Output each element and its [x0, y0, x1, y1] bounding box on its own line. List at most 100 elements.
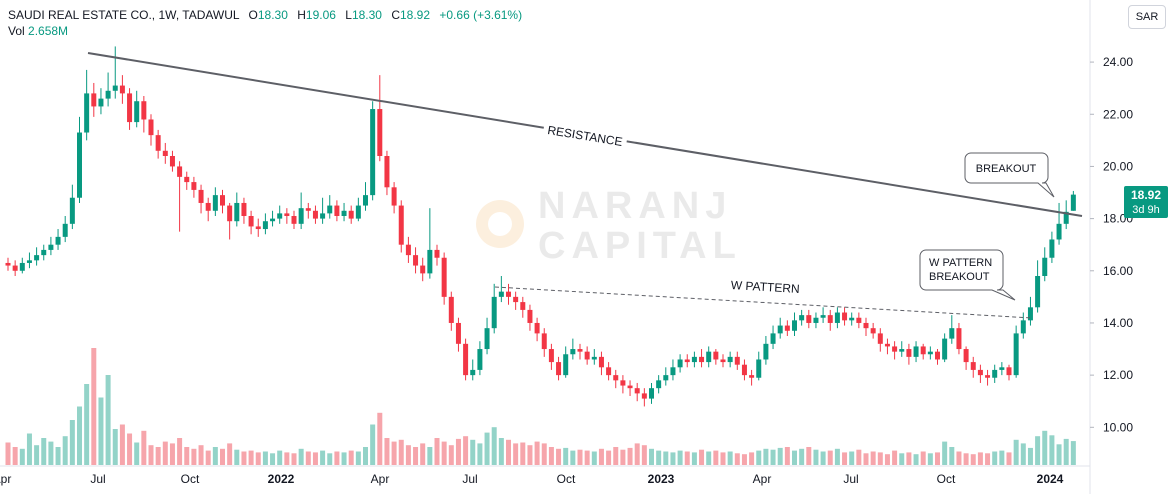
candle-body — [541, 333, 547, 350]
candle-body — [448, 296, 454, 323]
volume-bar — [570, 450, 576, 465]
volume-bar — [184, 447, 190, 465]
last-price-label: 18.92 — [1131, 188, 1161, 202]
volume-bar — [627, 447, 633, 465]
volume-bar — [927, 453, 933, 465]
candle-body — [320, 213, 326, 219]
volume-bar — [641, 445, 647, 465]
candle-body — [584, 351, 590, 360]
volume-bar — [649, 448, 654, 465]
x-tick-label: Jul — [90, 472, 105, 486]
volume-bar — [384, 438, 390, 465]
volume-bar — [706, 451, 712, 465]
volume-bar — [205, 450, 211, 465]
volume-bar — [1035, 436, 1041, 465]
candle-body — [627, 385, 633, 389]
volume-bar — [734, 453, 740, 465]
ohlc-value: 18.30 — [257, 8, 288, 22]
candle-body — [563, 354, 569, 376]
volume-bar — [55, 447, 61, 465]
candle-body — [763, 343, 769, 360]
candle-body — [370, 109, 376, 196]
volume-bar — [713, 450, 719, 465]
w-breakout-label: W PATTERN — [929, 257, 992, 269]
candle-body — [927, 351, 933, 355]
volume-bar — [699, 449, 705, 465]
volume-bar — [148, 445, 154, 465]
volume-bar — [19, 448, 25, 465]
volume-bar — [448, 445, 454, 465]
candle-body — [184, 176, 190, 183]
volume-key: Vol — [8, 24, 25, 38]
volume-layer — [5, 348, 1076, 465]
volume-bar — [820, 451, 826, 465]
w-breakout-label: BREAKOUT — [929, 271, 990, 283]
volume-bar — [1027, 447, 1033, 465]
x-tick-label: Jul — [843, 472, 858, 486]
candle-body — [413, 255, 419, 266]
candle-body — [999, 367, 1005, 370]
volume-bar — [770, 449, 776, 465]
volume-bar — [634, 443, 640, 465]
candle-body — [348, 210, 354, 219]
candle-body — [663, 375, 669, 381]
last-price-box — [1124, 186, 1168, 218]
volume-bar — [949, 447, 955, 465]
volume-bar — [370, 424, 376, 465]
candle-body — [227, 205, 233, 222]
volume-bar — [220, 448, 225, 465]
volume-bar — [670, 452, 676, 465]
y-tick-label: 12.00 — [1103, 368, 1133, 382]
volume-bar — [91, 348, 97, 465]
volume-bar — [1006, 452, 1012, 465]
ohlc-key: O — [248, 8, 258, 22]
volume-bar — [520, 442, 526, 465]
currency-button[interactable]: SAR — [1128, 5, 1166, 29]
volume-bar — [312, 452, 318, 465]
candle-body — [19, 262, 25, 271]
volume-bar — [427, 447, 433, 465]
volume-bar — [34, 445, 40, 465]
breakout-label: BREAKOUT — [976, 163, 1037, 175]
volume-bar — [727, 451, 733, 465]
volume-bar — [191, 448, 197, 465]
axes: 10.0012.0014.0016.0018.0020.0022.0024.00… — [0, 55, 1133, 486]
volume-bar — [613, 447, 619, 465]
candle-body — [277, 213, 283, 219]
y-tick-label: 24.00 — [1103, 55, 1133, 69]
candle-body — [892, 346, 898, 352]
volume-bar — [963, 453, 969, 465]
volume-bar — [920, 451, 926, 465]
candle-body — [777, 325, 783, 334]
candle-body — [598, 356, 604, 368]
volume-bar — [970, 454, 976, 465]
volume-bar — [985, 453, 991, 465]
candle-body — [684, 359, 690, 363]
x-tick-label: Apr — [371, 472, 390, 486]
volume-bar — [26, 433, 32, 465]
candle-body — [899, 349, 905, 352]
candle-body — [506, 291, 511, 297]
volume-bar — [463, 436, 469, 465]
candle-body — [820, 315, 826, 318]
candle-body — [670, 367, 676, 376]
ohlc-value: 19.06 — [305, 8, 336, 22]
candle-body — [234, 202, 240, 222]
candle-body — [920, 346, 926, 355]
volume-bar — [1063, 438, 1069, 465]
volume-bar — [849, 451, 855, 465]
volume-bar — [813, 449, 819, 465]
volume-bar — [241, 451, 247, 465]
volume-bar — [663, 451, 669, 465]
volume-bar — [942, 441, 948, 465]
candle-body — [620, 380, 626, 386]
candle-body — [41, 249, 47, 256]
volume-bar — [248, 450, 254, 465]
volume-bar — [441, 441, 447, 465]
volume-bar — [227, 443, 233, 465]
volume-bar — [534, 441, 540, 465]
volume-bar — [363, 447, 368, 465]
volume-bar — [856, 449, 862, 465]
candle-body — [513, 296, 519, 303]
